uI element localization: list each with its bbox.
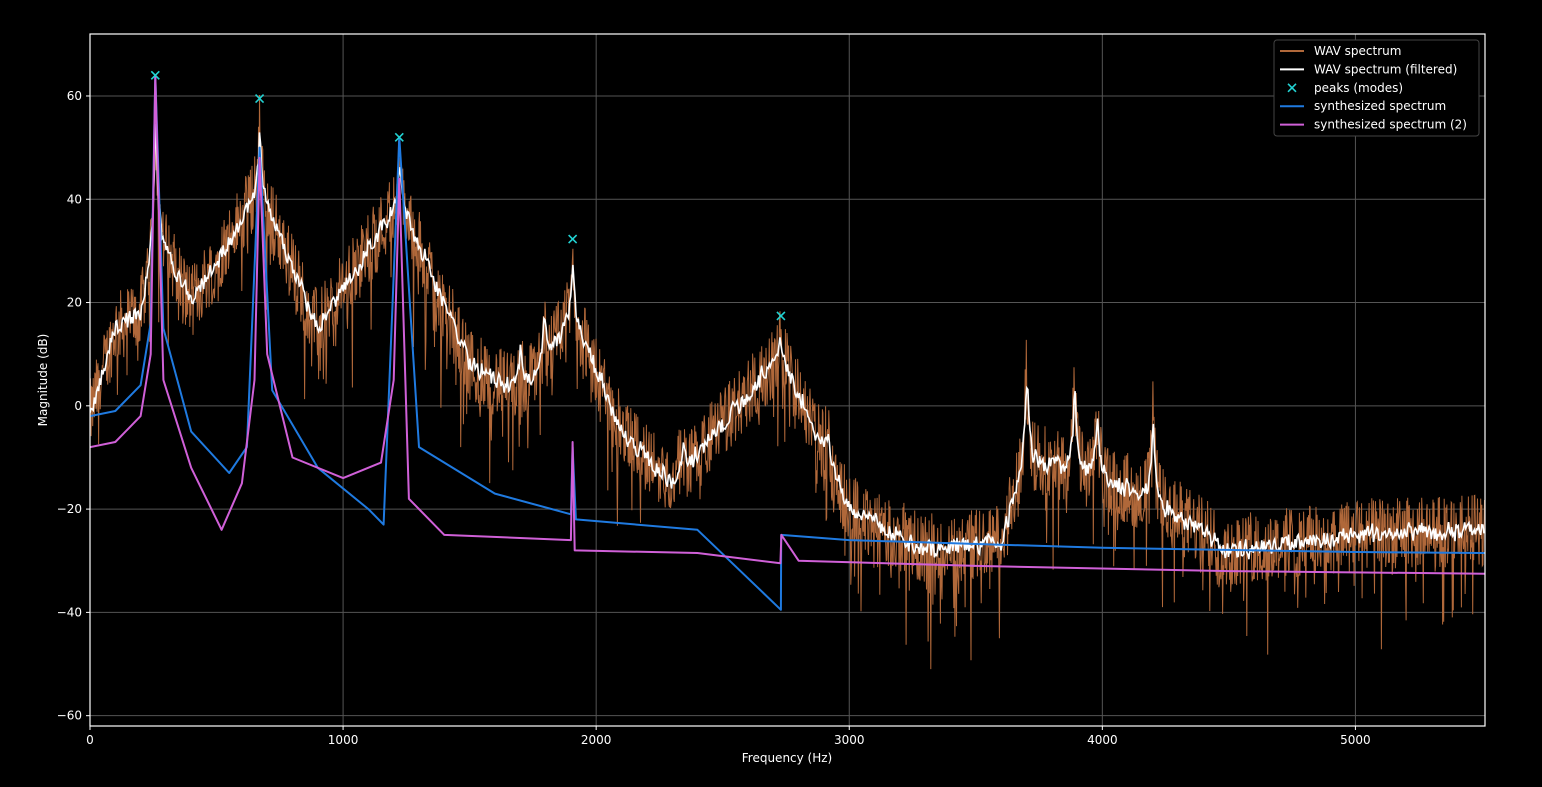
- peak-marker: [255, 93, 265, 104]
- peak-marker: [394, 132, 404, 142]
- legend: WAV spectrum WAV spectrum (filtered) peaks…: [1273, 39, 1480, 137]
- y-axis-label: Magnitude (dB): [36, 334, 50, 427]
- x-tick-label: 0: [86, 733, 94, 747]
- x-tick-label: 2000: [581, 733, 612, 747]
- peak-marker: [568, 234, 578, 244]
- legend-item: peaks (modes): [1287, 81, 1403, 95]
- legend-item: synthesized spectrum (2): [1280, 118, 1467, 132]
- x-axis-label: Frequency (Hz): [742, 751, 833, 765]
- synthesized-spectrum-2-line: [90, 74, 1485, 575]
- filtered-spectrum-line: [90, 123, 1485, 560]
- legend-item: WAV spectrum: [1280, 44, 1401, 58]
- x-axis-ticks: 0 1000 2000 3000 4000 5000: [86, 726, 1371, 747]
- plot-frame: [89, 33, 1486, 727]
- legend-label: synthesized spectrum: [1314, 99, 1446, 113]
- legend-label: peaks (modes): [1314, 81, 1403, 95]
- x-tick-label: 5000: [1340, 733, 1371, 747]
- y-tick-label: −60: [57, 709, 82, 723]
- filtered-spectrum-series: [90, 123, 1485, 560]
- y-tick-label: 20: [67, 296, 82, 310]
- y-tick-label: 60: [67, 89, 82, 103]
- plot-area: [90, 70, 1485, 670]
- y-tick-label: 0: [74, 399, 82, 413]
- synthesized-spectrum-2-series: [90, 74, 1485, 575]
- x-tick-label: 4000: [1087, 733, 1118, 747]
- x-tick-label: 1000: [328, 733, 359, 747]
- legend-label: synthesized spectrum (2): [1314, 118, 1467, 132]
- x-tick-label: 3000: [834, 733, 865, 747]
- y-tick-label: −40: [57, 605, 82, 619]
- peak-marker: [150, 70, 160, 80]
- legend-box: [1273, 39, 1480, 137]
- y-tick-label: 40: [67, 192, 82, 206]
- peak-marker: [776, 311, 786, 321]
- legend-item: synthesized spectrum: [1280, 99, 1446, 113]
- legend-label: WAV spectrum (filtered): [1314, 62, 1457, 76]
- peaks-series: [150, 70, 786, 321]
- y-axis-ticks: −60 −40 −20 0 20 40 60: [57, 89, 90, 723]
- y-tick-label: −20: [57, 502, 82, 516]
- legend-item: WAV spectrum (filtered): [1280, 62, 1457, 76]
- legend-label: WAV spectrum: [1314, 44, 1401, 58]
